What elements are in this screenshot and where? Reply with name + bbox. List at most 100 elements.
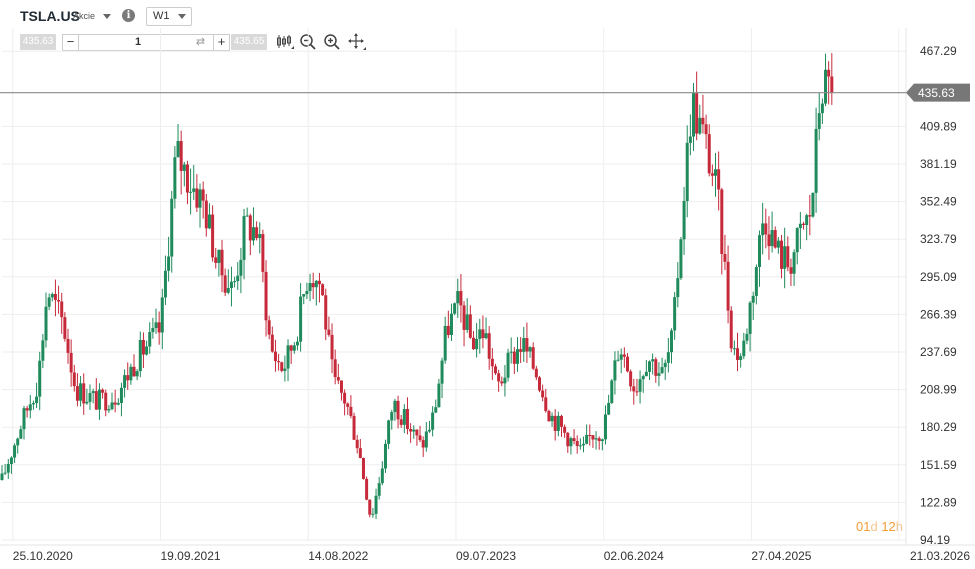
candle-body-up [308, 283, 312, 292]
candle-body-down [707, 134, 711, 174]
candle-body-down [418, 435, 422, 441]
candle-body-up [299, 296, 303, 342]
candle-body-up [578, 445, 582, 447]
y-tick-label: 409.89 [920, 119, 957, 133]
zoom-in-icon[interactable] [323, 33, 341, 51]
candle-body-down [553, 415, 557, 431]
candle-body-down [588, 434, 592, 436]
candle-body-down [808, 215, 812, 217]
candle-body-down [830, 76, 834, 93]
candle-body-up [110, 402, 114, 410]
current-price-line: 435.63 [0, 83, 970, 102]
candle-body-down [317, 280, 321, 285]
candle-body-down [69, 352, 73, 373]
y-tick-label: 237.69 [920, 345, 957, 359]
y-tick-label: 352.49 [920, 195, 957, 209]
asset-type-label: Akcie [73, 11, 96, 21]
candle-body-up [242, 216, 246, 260]
candle-body-up [670, 330, 674, 353]
candle-body-up [679, 239, 683, 279]
move-icon[interactable] [348, 33, 366, 51]
candle-body-down [409, 428, 413, 432]
candle-body-down [764, 223, 768, 235]
candle-body-down [66, 338, 70, 353]
x-tick-label: 27.04.2025 [751, 549, 811, 563]
sell-price-button[interactable]: 435.63 [20, 34, 56, 50]
candle-body-down [349, 406, 353, 416]
candle-body-up [641, 376, 645, 380]
candle-body-up [522, 338, 526, 352]
candle-body-up [820, 103, 824, 114]
candle-body-up [770, 230, 774, 247]
candle-body-up [236, 275, 240, 282]
reset-icon[interactable]: ⇄ [195, 36, 206, 48]
candle-body-up [776, 240, 780, 248]
candle-body-up [151, 327, 155, 333]
candle-body-down [324, 295, 328, 330]
candle-body-down [446, 325, 450, 335]
candle-body-down [179, 141, 183, 171]
candle-body-down [500, 381, 504, 384]
x-tick-label: 02.06.2024 [604, 549, 664, 563]
candle-body-up [666, 352, 670, 363]
candle-body-down [575, 441, 579, 447]
candle-body-down [415, 429, 419, 436]
timeframe-select[interactable]: W1 [146, 7, 192, 26]
candle-body-up [594, 438, 598, 440]
candle-body-down [773, 230, 777, 248]
candle-body-up [732, 348, 736, 350]
candle-body-up [440, 360, 444, 384]
increase-quantity-button[interactable]: + [213, 35, 229, 50]
candle-body-down [72, 372, 76, 387]
x-tick-label: 21.03.2026 [910, 549, 970, 563]
candle-body-down [729, 310, 733, 349]
buy-price-button[interactable]: 435.65 [231, 34, 267, 50]
candle-body-up [16, 438, 20, 446]
candle-body-down [519, 349, 523, 352]
quantity-stepper[interactable]: − 1 ⇄ + [62, 34, 230, 51]
instrument-dropdown-icon[interactable] [103, 14, 111, 19]
chart-grid [0, 28, 975, 546]
candle-body-up [688, 136, 692, 143]
zoom-out-icon[interactable] [299, 33, 317, 51]
candle-body-up [556, 415, 560, 431]
current-price-label: 435.63 [918, 86, 955, 100]
candle-body-up [88, 393, 92, 402]
y-tick-label: 122.89 [920, 495, 957, 509]
candle-body-up [795, 228, 799, 253]
candle-body-up [758, 235, 762, 267]
candle-body-up [91, 391, 95, 394]
candle-body-down [355, 439, 359, 449]
candle-body-up [465, 314, 469, 330]
quantity-value[interactable]: 1 [134, 36, 142, 48]
candle-body-up [431, 412, 435, 430]
candle-body-down [471, 337, 475, 350]
candle-body-down [211, 214, 215, 258]
candle-body-down [541, 390, 545, 398]
candle-body-down [512, 351, 516, 364]
candle-body-down [132, 366, 136, 377]
candle-body-down [346, 403, 350, 407]
candle-body-up [383, 443, 387, 469]
candle-body-up [163, 270, 167, 298]
candle-body-down [273, 351, 277, 362]
candle-body-down [421, 440, 425, 448]
candle-body-down [717, 169, 721, 190]
candle-body-up [283, 368, 287, 371]
info-icon[interactable]: i [122, 9, 135, 22]
candle-body-down [141, 340, 145, 355]
candle-body-up [814, 128, 818, 193]
decrease-quantity-button[interactable]: − [63, 35, 79, 50]
candle-body-up [182, 164, 186, 171]
candlestick-type-icon[interactable] [276, 33, 294, 51]
candle-body-down [487, 333, 491, 359]
candle-body-down [82, 383, 86, 404]
candle-body-up [3, 472, 7, 474]
instrument-symbol[interactable]: TSLA.US [20, 8, 80, 24]
candle-body-up [217, 249, 221, 263]
candle-body-down [267, 320, 271, 335]
candle-body-up [798, 223, 802, 229]
candle-body-up [123, 375, 127, 388]
candle-body-down [185, 164, 189, 193]
